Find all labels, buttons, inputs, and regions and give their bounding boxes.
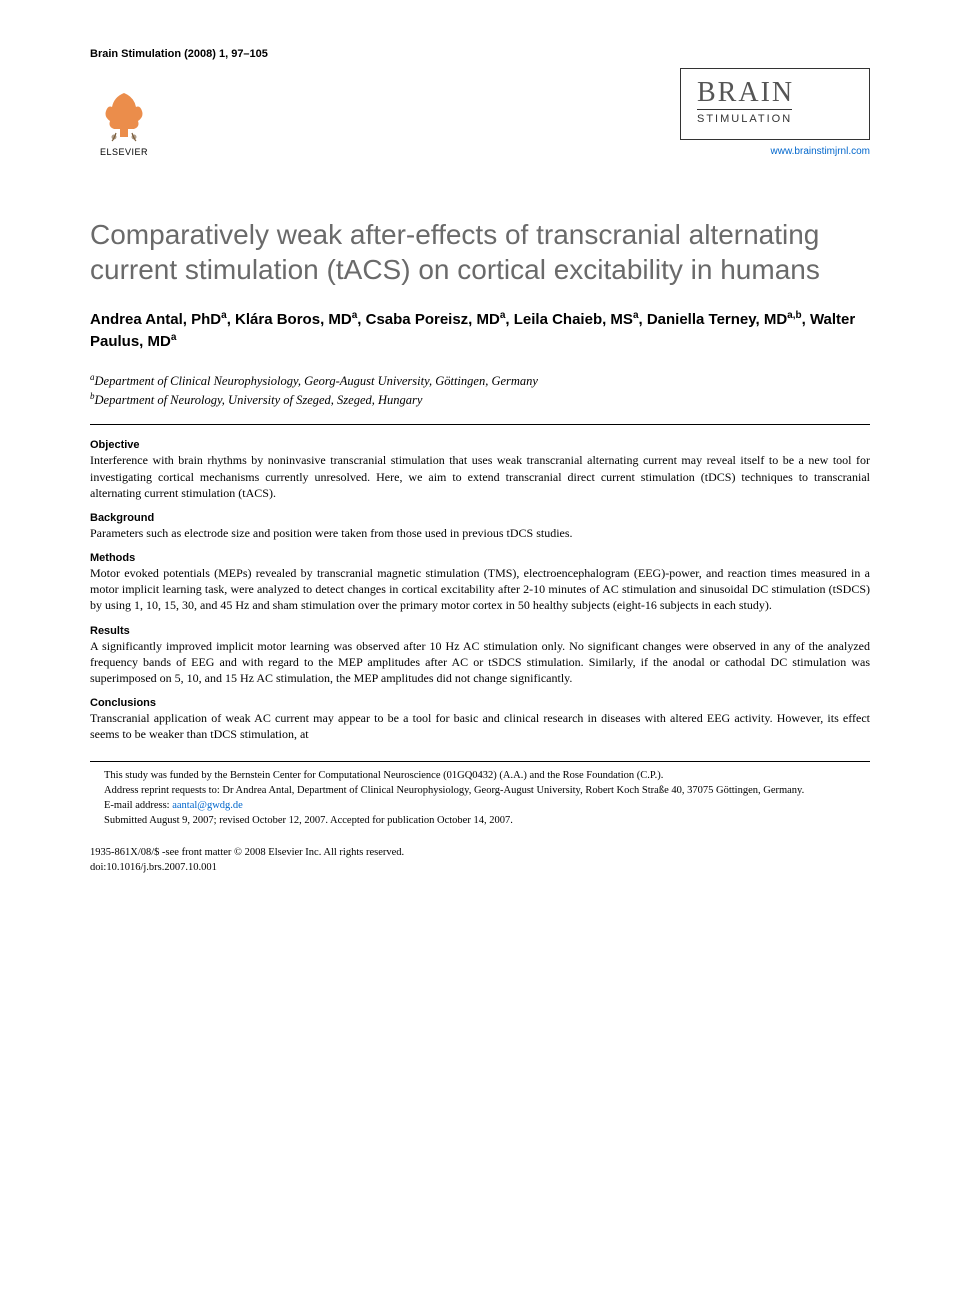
abstract-block: ObjectiveInterference with brain rhythms… bbox=[90, 439, 870, 742]
header-row: Brain Stimulation (2008) 1, 97–105 bbox=[90, 48, 870, 60]
abstract-section: ObjectiveInterference with brain rhythms… bbox=[90, 439, 870, 501]
journal-stim-text: STIMULATION bbox=[697, 109, 792, 125]
email-link[interactable]: aantal@gwdg.de bbox=[172, 800, 243, 811]
abstract-section: BackgroundParameters such as electrode s… bbox=[90, 512, 870, 541]
affiliation-sup: b bbox=[90, 391, 95, 401]
journal-brain-text: BRAIN bbox=[697, 79, 853, 107]
reprint-note: Address reprint requests to: Dr Andrea A… bbox=[90, 783, 870, 798]
abstract-heading: Methods bbox=[90, 552, 870, 564]
journal-logo: BRAIN STIMULATION bbox=[680, 68, 870, 140]
funding-note: This study was funded by the Bernstein C… bbox=[90, 768, 870, 783]
abstract-body: A significantly improved implicit motor … bbox=[90, 638, 870, 687]
affiliation-line: bDepartment of Neurology, University of … bbox=[90, 390, 870, 410]
submitted-note: Submitted August 9, 2007; revised Octobe… bbox=[90, 813, 870, 828]
abstract-body: Transcranial application of weak AC curr… bbox=[90, 710, 870, 742]
authors-list: Andrea Antal, PhDa, Klára Boros, MDa, Cs… bbox=[90, 309, 870, 353]
abstract-heading: Objective bbox=[90, 439, 870, 451]
elsevier-label: ELSEVIER bbox=[100, 147, 148, 157]
article-title: Comparatively weak after-effects of tran… bbox=[90, 217, 870, 287]
email-line: E-mail address: aantal@gwdg.de bbox=[90, 798, 870, 813]
copyright-block: 1935-861X/08/$ -see front matter © 2008 … bbox=[90, 846, 870, 875]
elsevier-logo: ELSEVIER bbox=[90, 79, 158, 157]
affiliation-sup: a bbox=[90, 372, 95, 382]
elsevier-tree-icon bbox=[94, 85, 154, 145]
abstract-body: Motor evoked potentials (MEPs) revealed … bbox=[90, 565, 870, 614]
abstract-section: MethodsMotor evoked potentials (MEPs) re… bbox=[90, 552, 870, 614]
citation-text: Brain Stimulation (2008) 1, 97–105 bbox=[90, 48, 268, 60]
copyright-line-1: 1935-861X/08/$ -see front matter © 2008 … bbox=[90, 846, 870, 861]
affiliations-block: aDepartment of Clinical Neurophysiology,… bbox=[90, 371, 870, 411]
divider-top bbox=[90, 424, 870, 425]
footnotes-block: This study was funded by the Bernstein C… bbox=[90, 761, 870, 829]
abstract-body: Interference with brain rhythms by nonin… bbox=[90, 452, 870, 501]
logos-row: ELSEVIER BRAIN STIMULATION www.brainstim… bbox=[90, 68, 870, 157]
journal-logo-box: BRAIN STIMULATION www.brainstimjrnl.com bbox=[680, 68, 870, 157]
abstract-heading: Background bbox=[90, 512, 870, 524]
journal-url-link[interactable]: www.brainstimjrnl.com bbox=[771, 146, 870, 157]
doi-line: doi:10.1016/j.brs.2007.10.001 bbox=[90, 861, 870, 876]
abstract-section: ConclusionsTranscranial application of w… bbox=[90, 697, 870, 742]
affiliation-line: aDepartment of Clinical Neurophysiology,… bbox=[90, 371, 870, 391]
abstract-section: ResultsA significantly improved implicit… bbox=[90, 625, 870, 687]
email-label: E-mail address: bbox=[104, 800, 172, 811]
abstract-body: Parameters such as electrode size and po… bbox=[90, 525, 870, 541]
abstract-heading: Conclusions bbox=[90, 697, 870, 709]
abstract-heading: Results bbox=[90, 625, 870, 637]
